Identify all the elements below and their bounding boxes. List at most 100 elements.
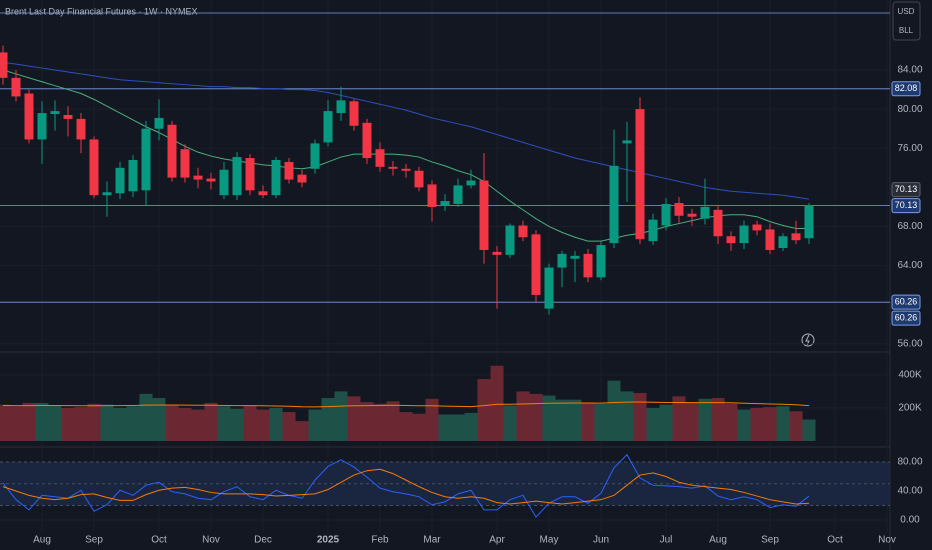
volume-bar bbox=[646, 407, 660, 441]
candle-body bbox=[453, 185, 463, 204]
volume-bar bbox=[230, 408, 244, 441]
level-label: 82.08 bbox=[895, 83, 918, 93]
x-tick-label: Apr bbox=[489, 535, 505, 546]
volume-bar bbox=[334, 391, 348, 441]
x-tick-label: Oct bbox=[827, 535, 843, 546]
moving-average bbox=[2, 69, 809, 242]
y-tick-label: 200K bbox=[898, 403, 922, 414]
rsi-line bbox=[2, 468, 810, 505]
x-tick-label: Aug bbox=[33, 535, 51, 546]
candle-body bbox=[687, 213, 697, 217]
volume-bar bbox=[464, 412, 478, 441]
candle-body bbox=[531, 234, 541, 295]
volume-bar bbox=[477, 378, 491, 441]
last-price-label: 70.13 bbox=[895, 184, 918, 194]
currency-box[interactable] bbox=[892, 1, 921, 41]
volume-bar bbox=[503, 405, 517, 441]
candle-body bbox=[0, 52, 8, 78]
candle-body bbox=[505, 225, 515, 255]
volume-bar bbox=[750, 407, 764, 441]
level-label: 60.26 bbox=[895, 297, 918, 307]
x-tick-label: Feb bbox=[371, 535, 389, 546]
volume-bar bbox=[152, 398, 166, 441]
y-tick-label: 68.00 bbox=[897, 221, 922, 232]
y-tick-label: 40.00 bbox=[897, 486, 922, 497]
level-label-box bbox=[891, 81, 921, 97]
candle-body bbox=[466, 180, 476, 186]
candle-body bbox=[323, 111, 333, 143]
volume-bar bbox=[438, 414, 452, 441]
volume-bar bbox=[516, 391, 530, 441]
candle-body bbox=[154, 117, 164, 129]
candle-body bbox=[557, 253, 567, 268]
candle-body bbox=[440, 201, 450, 206]
volume-bar bbox=[48, 405, 62, 441]
volume-bar bbox=[126, 406, 140, 441]
candle-body bbox=[583, 253, 593, 278]
candle-body bbox=[596, 245, 606, 278]
level-label-box bbox=[891, 198, 921, 214]
volume-bar bbox=[802, 419, 816, 441]
volume-bar bbox=[191, 409, 205, 441]
volume-bar bbox=[9, 406, 23, 441]
volume-bar bbox=[386, 401, 400, 441]
volume-bar bbox=[659, 404, 673, 441]
volume-bar bbox=[269, 407, 283, 441]
unit: BLL bbox=[899, 26, 914, 35]
volume-average bbox=[2, 401, 810, 408]
volume-bar bbox=[243, 405, 257, 441]
volume-bar bbox=[672, 396, 686, 441]
candle-body bbox=[349, 101, 359, 126]
candle-body bbox=[570, 255, 580, 259]
candle-body bbox=[284, 161, 294, 180]
x-tick-label: 2025 bbox=[317, 535, 340, 546]
candle-body bbox=[778, 236, 788, 249]
volume-bar bbox=[178, 407, 192, 441]
chart-title: Brent Last Day Financial Futures · 1W · … bbox=[5, 6, 198, 16]
volume-bar bbox=[100, 404, 114, 441]
candle-body bbox=[180, 149, 190, 178]
volume-bar bbox=[373, 403, 387, 441]
x-tick-label: Nov bbox=[878, 535, 896, 546]
x-tick-label: Nov bbox=[202, 535, 220, 546]
volume-bar bbox=[776, 406, 790, 441]
candle-body bbox=[167, 124, 177, 178]
volume-bar bbox=[685, 402, 699, 441]
candle-body bbox=[115, 167, 125, 194]
candle-body bbox=[401, 168, 411, 171]
volume-bar bbox=[35, 402, 49, 441]
volume-bar bbox=[724, 403, 738, 441]
candle-body bbox=[362, 122, 372, 159]
level-label: 70.13 bbox=[895, 200, 918, 210]
x-tick-label: Sep bbox=[761, 535, 779, 546]
candle-body bbox=[765, 229, 775, 250]
volume-bar bbox=[789, 411, 803, 441]
candle-body bbox=[11, 77, 21, 97]
currency: USD bbox=[898, 7, 915, 16]
volume-bar bbox=[568, 399, 582, 441]
y-tick-label: 76.00 bbox=[897, 143, 922, 154]
candle-body bbox=[479, 180, 489, 250]
y-tick-label: 0.00 bbox=[900, 515, 920, 526]
volume-bar bbox=[282, 412, 296, 441]
volume-bar bbox=[737, 409, 751, 441]
volume-bar bbox=[0, 404, 10, 441]
candle-body bbox=[63, 115, 73, 119]
candle-body bbox=[271, 159, 281, 196]
y-tick-label: 80.00 bbox=[897, 457, 922, 468]
candle-body bbox=[37, 113, 47, 140]
moving-average bbox=[2, 61, 810, 200]
volume-bar bbox=[412, 413, 426, 441]
candle-body bbox=[128, 159, 138, 192]
alert-icon[interactable] bbox=[801, 333, 815, 347]
candle-body bbox=[739, 225, 749, 244]
volume-bar bbox=[698, 398, 712, 441]
volume-bar bbox=[308, 409, 322, 441]
volume-bar bbox=[529, 393, 543, 441]
volume-bar bbox=[451, 414, 465, 441]
candle-body bbox=[388, 166, 398, 169]
candle-body bbox=[245, 158, 255, 191]
